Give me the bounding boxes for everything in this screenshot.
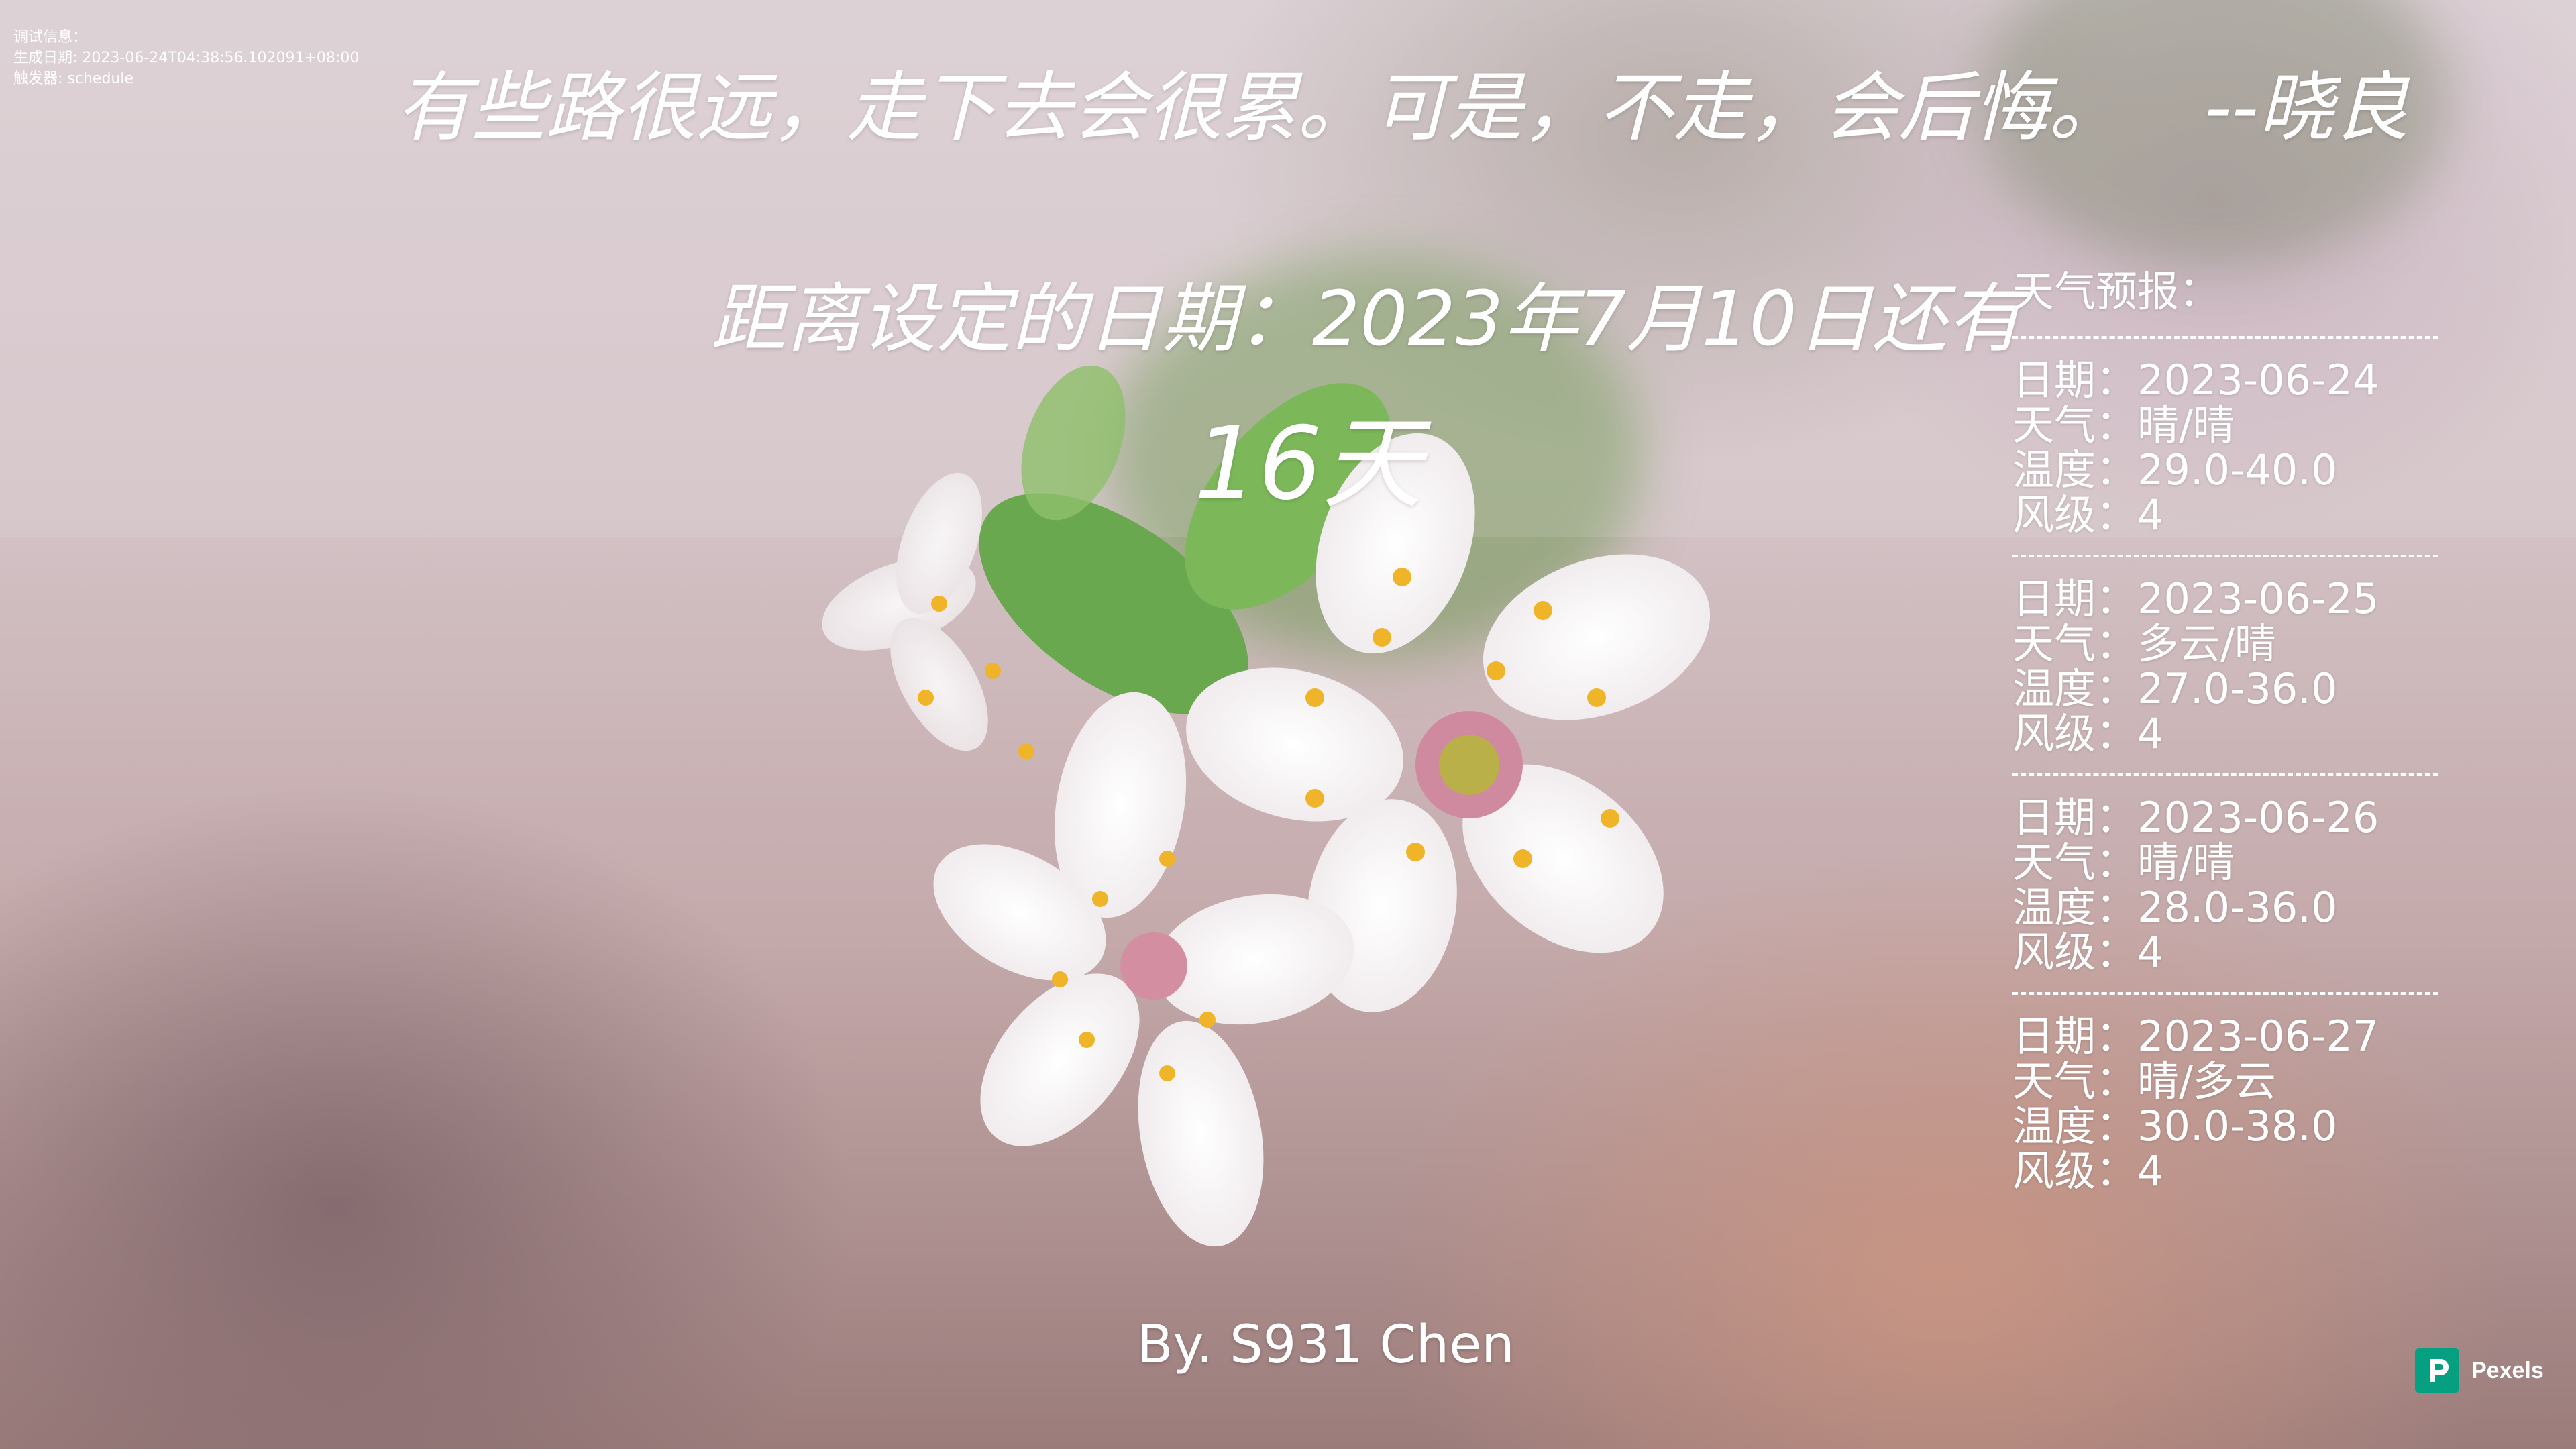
- quote-author: --晓良: [2204, 64, 2409, 152]
- cherry-blossom-illustration: [822, 365, 1711, 1247]
- separator: [2012, 336, 2438, 341]
- debug-trigger: 触发器: schedule: [13, 70, 133, 87]
- separator: [2012, 555, 2438, 560]
- pexels-brand-name: Pexels: [2471, 1357, 2544, 1383]
- forecast-weather: 天气：晴/多云: [2012, 1057, 2276, 1106]
- forecast-weather: 天气：多云/晴: [2012, 619, 2276, 668]
- forecast-day: 日期：2023-06-26 天气：晴/晴 温度：28.0-36.0 风级：4: [2012, 795, 2442, 975]
- forecast-day: 日期：2023-06-27 天气：晴/多云 温度：30.0-38.0 风级：4: [2012, 1014, 2442, 1193]
- separator: [2012, 992, 2438, 998]
- forecast-temperature: 温度：29.0-40.0: [2012, 445, 2338, 494]
- pexels-logo-icon: [2415, 1348, 2459, 1393]
- forecast-temperature: 温度：30.0-38.0: [2012, 1102, 2338, 1150]
- forecast-date: 日期：2023-06-27: [2012, 1012, 2379, 1061]
- forecast-date: 日期：2023-06-24: [2012, 356, 2379, 405]
- debug-title: 调试信息：: [13, 29, 88, 46]
- countdown-label: 距离设定的日期：2023年7月10日还有: [711, 276, 2023, 363]
- forecast-weather: 天气：晴/晴: [2012, 400, 2235, 449]
- forecast-wind: 风级：4: [2012, 490, 2164, 539]
- weather-title: 天气预报：: [2012, 267, 2221, 316]
- debug-info: 调试信息： 生成日期: 2023-06-24T04:38:56.102091+0…: [13, 27, 359, 89]
- blurred-branch: [1979, 0, 2449, 268]
- forecast-wind: 风级：4: [2012, 709, 2164, 758]
- weather-forecast-panel: 天气预报： 日期：2023-06-24 天气：晴/晴 温度：29.0-40.0 …: [2012, 265, 2442, 1193]
- forecast-temperature: 温度：27.0-36.0: [2012, 664, 2338, 713]
- countdown-days: 16天: [1194, 406, 1423, 523]
- pexels-credit[interactable]: Pexels: [2415, 1348, 2544, 1393]
- forecast-date: 日期：2023-06-26: [2012, 793, 2379, 842]
- daily-quote: 有些路很远，走下去会很累。可是，不走，会后悔。 --晓良: [396, 47, 2409, 156]
- forecast-wind: 风级：4: [2012, 928, 2164, 977]
- forecast-temperature: 温度：28.0-36.0: [2012, 883, 2338, 932]
- forecast-day: 日期：2023-06-25 天气：多云/晴 温度：27.0-36.0 风级：4: [2012, 576, 2442, 756]
- forecast-day: 日期：2023-06-24 天气：晴/晴 温度：29.0-40.0 风级：4: [2012, 358, 2442, 537]
- forecast-weather: 天气：晴/晴: [2012, 838, 2235, 887]
- quote-text: 有些路很远，走下去会很累。可是，不走，会后悔。: [396, 64, 2124, 152]
- forecast-wind: 风级：4: [2012, 1146, 2164, 1195]
- debug-generated-date: 生成日期: 2023-06-24T04:38:56.102091+08:00: [13, 50, 360, 66]
- forecast-date: 日期：2023-06-25: [2012, 574, 2379, 623]
- author-byline: By. S931 Chen: [1137, 1315, 1515, 1375]
- separator: [2012, 773, 2438, 779]
